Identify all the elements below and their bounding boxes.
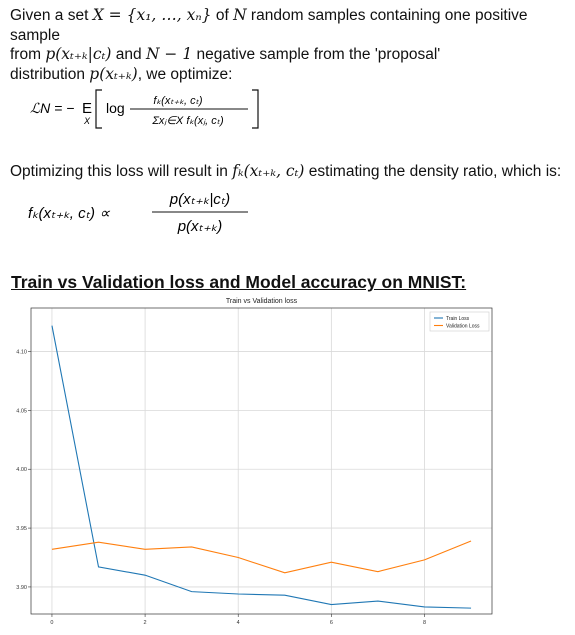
left-bracket [95,89,102,129]
intro-text: negative sample from the 'proposal' [192,46,441,63]
y-tick-label: 4.00 [16,467,27,473]
negative-count: N − 1 [145,45,193,63]
set-expression: X = {x₁, …, xₙ} [92,6,212,24]
x-tick-label: 0 [50,620,53,626]
intro-text: distribution [10,65,90,83]
chart-title: Train vs Validation loss [226,298,298,305]
series-line-validation-loss [51,540,472,574]
intro-text: and [111,46,146,63]
ratio-denominator: p(xₜ₊ₖ) [177,218,223,235]
x-tick-label: 2 [144,620,147,626]
loss-denominator: Σxⱼ∈X fₖ(xⱼ, cₜ) [151,115,224,127]
expectation-symbol: E [82,100,92,117]
loss-numerator: fₖ(xₜ₊ₖ, cₜ) [153,95,202,107]
positive-distribution: p(xₜ₊ₖ|cₜ) [45,45,112,63]
intro-text: random samples containing one positive s… [10,7,528,44]
y-tick-label: 4.10 [16,350,27,356]
intro-paragraph: Given a set X = {x₁, …, xₙ} of N random … [10,6,570,84]
loss-chart: Train vs Validation loss 3.90 3.95 4.00 4.05… [0,294,575,630]
plot-frame [30,307,493,615]
x-tick-label: 6 [330,620,333,626]
y-tick-label: 3.90 [16,585,27,591]
optimizing-text: Optimizing this loss will result in [10,163,233,180]
y-tick-label: 3.95 [16,526,27,532]
y-tick-label: 4.05 [16,408,27,414]
optimizing-sentence: Optimizing this loss will result in fₖ(x… [10,162,561,181]
ratio-formula: fₖ(xₜ₊ₖ, cₜ) ∝ p(xₜ₊ₖ|cₜ) p(xₜ₊ₖ) [28,191,248,235]
legend-label: Train Loss [446,316,470,322]
intro-text: , we optimize: [137,65,233,83]
ratio-lhs: fₖ(xₜ₊ₖ, cₜ) ∝ [28,205,110,222]
section-title: Train vs Validation loss and Model accur… [11,272,467,292]
x-tick-label: 8 [423,620,426,626]
expectation-subscript: X [83,116,91,126]
loss-lhs: ℒN = − [30,100,74,116]
intro-line-3: distribution p(xₜ₊ₖ), we optimize: [10,65,570,85]
n-symbol: N [233,6,247,24]
loss-formula: ℒN = − E X log fₖ(xₜ₊ₖ, cₜ) Σxⱼ∈X fₖ(xⱼ,… [30,89,259,129]
intro-line-1: Given a set X = {x₁, …, xₙ} of N random … [10,6,570,45]
intro-line-2: from p(xₜ₊ₖ|cₜ) and N − 1 negative sampl… [10,45,570,65]
intro-text: of [211,7,234,24]
legend-label: Validation Loss [446,324,480,330]
optimizing-text: estimating the density ratio, which is: [304,163,562,180]
fk-expression: fₖ(xₜ₊ₖ, cₜ) [232,162,305,180]
series-line-train-loss [51,325,472,609]
intro-text: Given a set [10,7,93,24]
right-bracket [252,89,259,129]
ratio-numerator: p(xₜ₊ₖ|cₜ) [169,191,230,208]
x-tick-label: 4 [237,620,240,626]
proposal-distribution: p(xₜ₊ₖ) [89,64,138,83]
loss-chart-svg: Train vs Validation loss 3.90 3.95 4.00 4.05… [16,298,493,626]
log-operator: log [106,100,125,116]
legend-box [429,311,490,332]
intro-text: from [10,46,46,63]
